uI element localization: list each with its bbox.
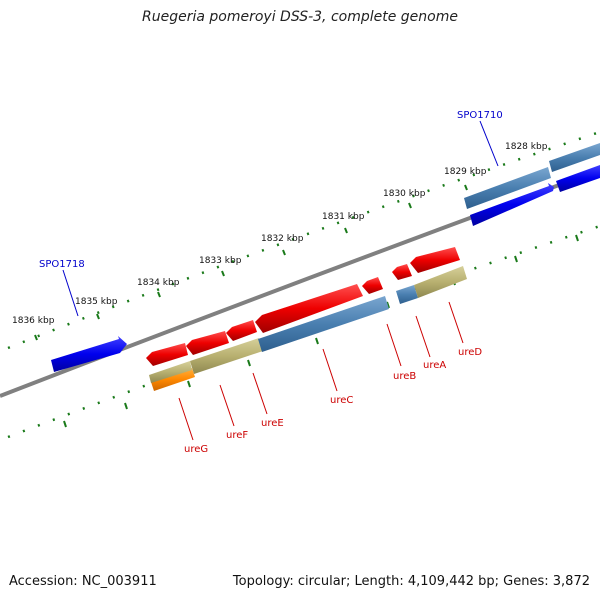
leader-line bbox=[252, 372, 268, 415]
major-tick bbox=[514, 255, 518, 263]
leader-line bbox=[415, 315, 431, 358]
forward-features bbox=[51, 143, 600, 372]
scale-label: 1835 kbp bbox=[75, 297, 118, 307]
gene-arrow-reverse bbox=[226, 320, 257, 341]
gene-arrow-reverse bbox=[362, 277, 383, 294]
leader-line bbox=[62, 269, 79, 317]
gene-annotations: ureG ureF ureE ureC ureB ureA ureD bbox=[178, 301, 482, 455]
genome-summary-text: Topology: circular; Length: 4,109,442 bp… bbox=[232, 574, 590, 589]
major-tick bbox=[464, 184, 468, 191]
scale-label: 1830 kbp bbox=[383, 189, 426, 199]
scale-label: 1832 kbp bbox=[261, 234, 304, 244]
major-tick bbox=[282, 249, 286, 256]
locus-label-spo1710: SPO1710 bbox=[457, 110, 503, 121]
major-tick bbox=[408, 202, 412, 209]
feature-bar-steel bbox=[396, 285, 418, 304]
gene-label-uref: ureF bbox=[226, 430, 248, 441]
major-tick bbox=[247, 359, 251, 367]
gene-label-ureg: ureG bbox=[184, 444, 208, 455]
feature-bar-orange bbox=[151, 368, 195, 391]
scale-label: 1831 kbp bbox=[322, 212, 365, 222]
gene-label-uree: ureE bbox=[261, 418, 284, 429]
upper-scale-track bbox=[7, 130, 600, 350]
gene-label-ured: ureD bbox=[458, 347, 482, 358]
gene-arrow-forward bbox=[51, 336, 127, 372]
gene-arrow-reverse bbox=[255, 284, 363, 333]
major-tick bbox=[63, 420, 67, 428]
leader-line bbox=[219, 384, 235, 427]
major-tick bbox=[157, 291, 161, 298]
gene-label-urea: ureA bbox=[423, 360, 446, 371]
gene-arrow-forward bbox=[556, 165, 600, 192]
major-tick bbox=[315, 337, 319, 345]
locus-annotations: SPO1710 SPO1718 bbox=[39, 110, 503, 317]
major-tick bbox=[221, 270, 225, 277]
gene-arrow-reverse bbox=[410, 247, 460, 273]
gene-label-urec: ureC bbox=[330, 395, 353, 406]
feature-bar-khaki bbox=[149, 361, 192, 383]
scale-label: 1829 kbp bbox=[444, 167, 487, 177]
gene-arrow-forward bbox=[470, 183, 554, 226]
feature-bar-khaki bbox=[414, 266, 467, 298]
major-tick bbox=[34, 334, 38, 341]
gene-arrow-reverse bbox=[146, 343, 188, 366]
major-tick bbox=[124, 402, 128, 410]
gene-label-ureb: ureB bbox=[393, 371, 416, 382]
leader-line bbox=[448, 301, 464, 344]
leader-line bbox=[322, 348, 338, 392]
leader-line bbox=[386, 323, 402, 367]
reverse-features bbox=[146, 247, 460, 366]
scale-label: 1828 kbp bbox=[505, 142, 548, 152]
feature-bar-steel bbox=[464, 167, 551, 209]
major-tick bbox=[344, 227, 348, 234]
major-tick bbox=[575, 234, 579, 242]
leader-line bbox=[178, 397, 194, 441]
map-title: Ruegeria pomeroyi DSS-3, complete genome bbox=[142, 9, 458, 25]
major-tick bbox=[187, 380, 191, 388]
scale-label: 1836 kbp bbox=[12, 316, 55, 326]
locus-label-spo1718: SPO1718 bbox=[39, 259, 85, 270]
scale-labels: 1828 kbp 1829 kbp 1830 kbp 1831 kbp 1832… bbox=[12, 142, 548, 326]
annotation-bars bbox=[149, 266, 467, 391]
gene-arrow-reverse bbox=[186, 331, 229, 355]
feature-bar-steel bbox=[549, 143, 600, 172]
major-tick bbox=[386, 301, 390, 309]
gene-arrow-reverse bbox=[392, 264, 412, 280]
accession-text: Accession: NC_003911 bbox=[9, 574, 157, 589]
leader-line bbox=[479, 120, 499, 167]
scale-label: 1834 kbp bbox=[137, 278, 180, 288]
feature-bar-khaki bbox=[190, 338, 263, 374]
feature-bar-steel bbox=[258, 296, 389, 352]
major-tick bbox=[96, 313, 100, 320]
scale-label: 1833 kbp bbox=[199, 256, 242, 266]
